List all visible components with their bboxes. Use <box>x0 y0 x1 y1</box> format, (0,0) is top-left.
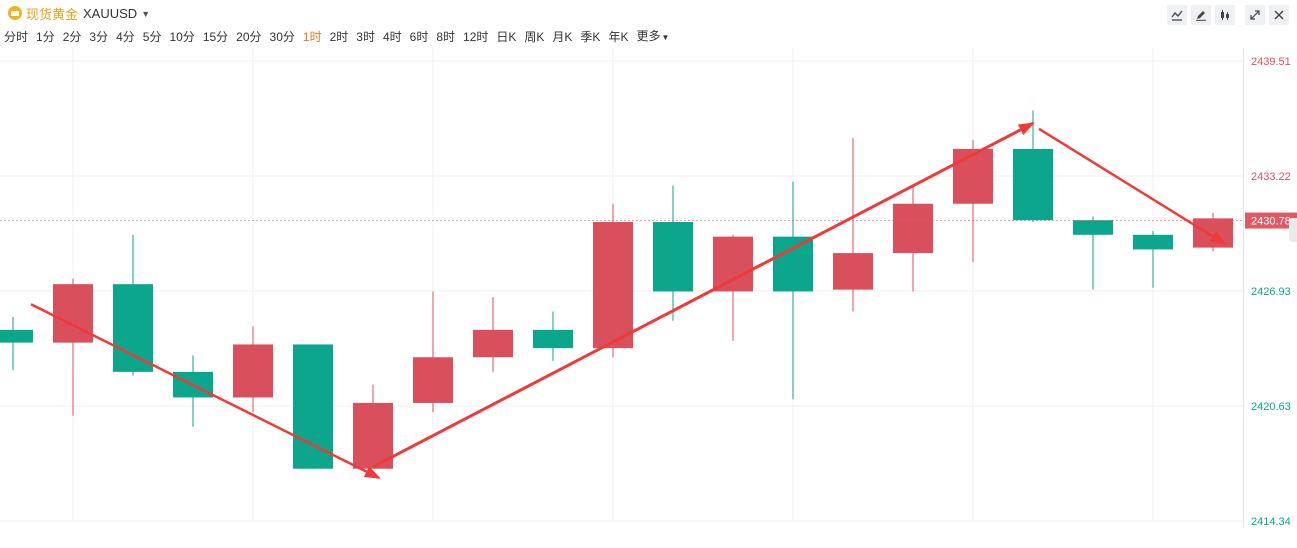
candle-body[interactable] <box>293 344 333 469</box>
chevron-down-icon: ▼ <box>661 33 670 42</box>
candle-body[interactable] <box>113 284 153 372</box>
period-tab-21[interactable]: 年K <box>608 30 629 44</box>
y-tick-label: 2426.93 <box>1251 286 1291 298</box>
period-tab-10[interactable]: 1时 <box>302 30 322 44</box>
candle-body[interactable] <box>233 344 273 398</box>
current-price-label: 2430.78 <box>1251 216 1291 228</box>
period-tab-5[interactable]: 5分 <box>142 30 162 44</box>
candle-body[interactable] <box>1013 148 1053 221</box>
instrument-name: 现货黄金 <box>26 7 79 22</box>
candle-body[interactable] <box>1193 218 1233 248</box>
candle-body[interactable] <box>53 284 93 343</box>
period-tab-4[interactable]: 4分 <box>116 30 135 44</box>
candle-body[interactable] <box>1133 234 1173 250</box>
period-tab-1[interactable]: 1分 <box>36 30 55 44</box>
y-tick-label: 2439.51 <box>1251 56 1291 68</box>
candle-body[interactable] <box>473 329 513 358</box>
period-tab-0[interactable]: 分时 <box>4 30 29 44</box>
period-tab-3[interactable]: 3分 <box>89 30 109 44</box>
candle-body[interactable] <box>0 329 33 343</box>
candle-body[interactable] <box>533 329 573 349</box>
trend-arrow <box>1038 127 1227 246</box>
close-icon <box>1274 10 1284 20</box>
period-tab-19[interactable]: 月K <box>552 30 573 44</box>
gold-bar-icon <box>8 6 22 20</box>
period-tab-2[interactable]: 2分 <box>62 30 82 44</box>
candle-body[interactable] <box>713 236 753 292</box>
line-tool-icon <box>1171 10 1183 21</box>
close-button[interactable] <box>1269 5 1289 25</box>
instrument-symbol: XAUUSD <box>83 6 138 21</box>
candle-settings-icon <box>1221 10 1229 20</box>
y-tick-label: 2420.63 <box>1251 401 1291 413</box>
period-tab-17[interactable]: 日K <box>496 30 517 44</box>
period-tab-7[interactable]: 15分 <box>202 30 229 44</box>
candle-settings-button[interactable] <box>1215 5 1235 25</box>
period-tab-6[interactable]: 10分 <box>169 30 195 44</box>
candle-body[interactable] <box>893 203 933 254</box>
pen-tool-button[interactable] <box>1191 5 1211 25</box>
period-tab-12[interactable]: 3时 <box>356 30 375 44</box>
candle-body[interactable] <box>413 357 453 403</box>
toolbar <box>1163 5 1289 25</box>
period-tab-14[interactable]: 6时 <box>409 30 429 44</box>
period-tab-11[interactable]: 2时 <box>329 30 349 44</box>
candle-body[interactable] <box>653 222 693 292</box>
symbol-selector[interactable]: 现货黄金 XAUUSD ▼ <box>26 4 150 23</box>
candle-body[interactable] <box>953 148 993 204</box>
period-tabs: 分时 1分 2分 3分 4分 5分 10分 15分 20分 30分 1时 2时 3时 4时 6时 8时 12时日… <box>0 28 673 46</box>
chart-svg: 2439.51 2433.22 2426.93 2420.63 2414.34 2430.… <box>0 48 1297 528</box>
candle-body[interactable] <box>773 236 813 292</box>
candlestick-chart[interactable]: 2439.51 2433.22 2426.93 2420.63 2414.34 2430.… <box>0 48 1297 543</box>
chart-header: 现货黄金 XAUUSD ▼ <box>0 0 1297 26</box>
candle-body[interactable] <box>593 222 633 349</box>
line-tool-button[interactable] <box>1167 5 1187 25</box>
candle-body[interactable] <box>833 253 873 290</box>
y-tick-label: 2433.22 <box>1251 171 1291 183</box>
y-tick-label: 2414.34 <box>1251 516 1291 528</box>
period-tab-22[interactable]: 更多▼ <box>636 29 670 43</box>
period-tab-8[interactable]: 20分 <box>236 30 262 44</box>
period-tab-20[interactable]: 季K <box>580 30 601 44</box>
chevron-down-icon: ▼ <box>141 8 151 19</box>
side-panel-toggle[interactable] <box>1289 218 1297 242</box>
period-tab-15[interactable]: 8时 <box>436 30 456 44</box>
expand-icon <box>1250 10 1260 20</box>
expand-button[interactable] <box>1245 5 1265 25</box>
period-tab-13[interactable]: 4时 <box>382 30 402 44</box>
pen-tool-icon <box>1196 11 1206 21</box>
trend-arrow <box>372 121 1035 469</box>
candle-body[interactable] <box>1073 220 1113 235</box>
period-tab-18[interactable]: 周K <box>524 30 545 44</box>
period-tab-16[interactable]: 12时 <box>463 30 489 44</box>
trend-arrow <box>30 303 381 479</box>
period-tab-9[interactable]: 30分 <box>269 30 295 44</box>
current-price-badge <box>1245 212 1297 229</box>
candle-body[interactable] <box>353 402 393 469</box>
